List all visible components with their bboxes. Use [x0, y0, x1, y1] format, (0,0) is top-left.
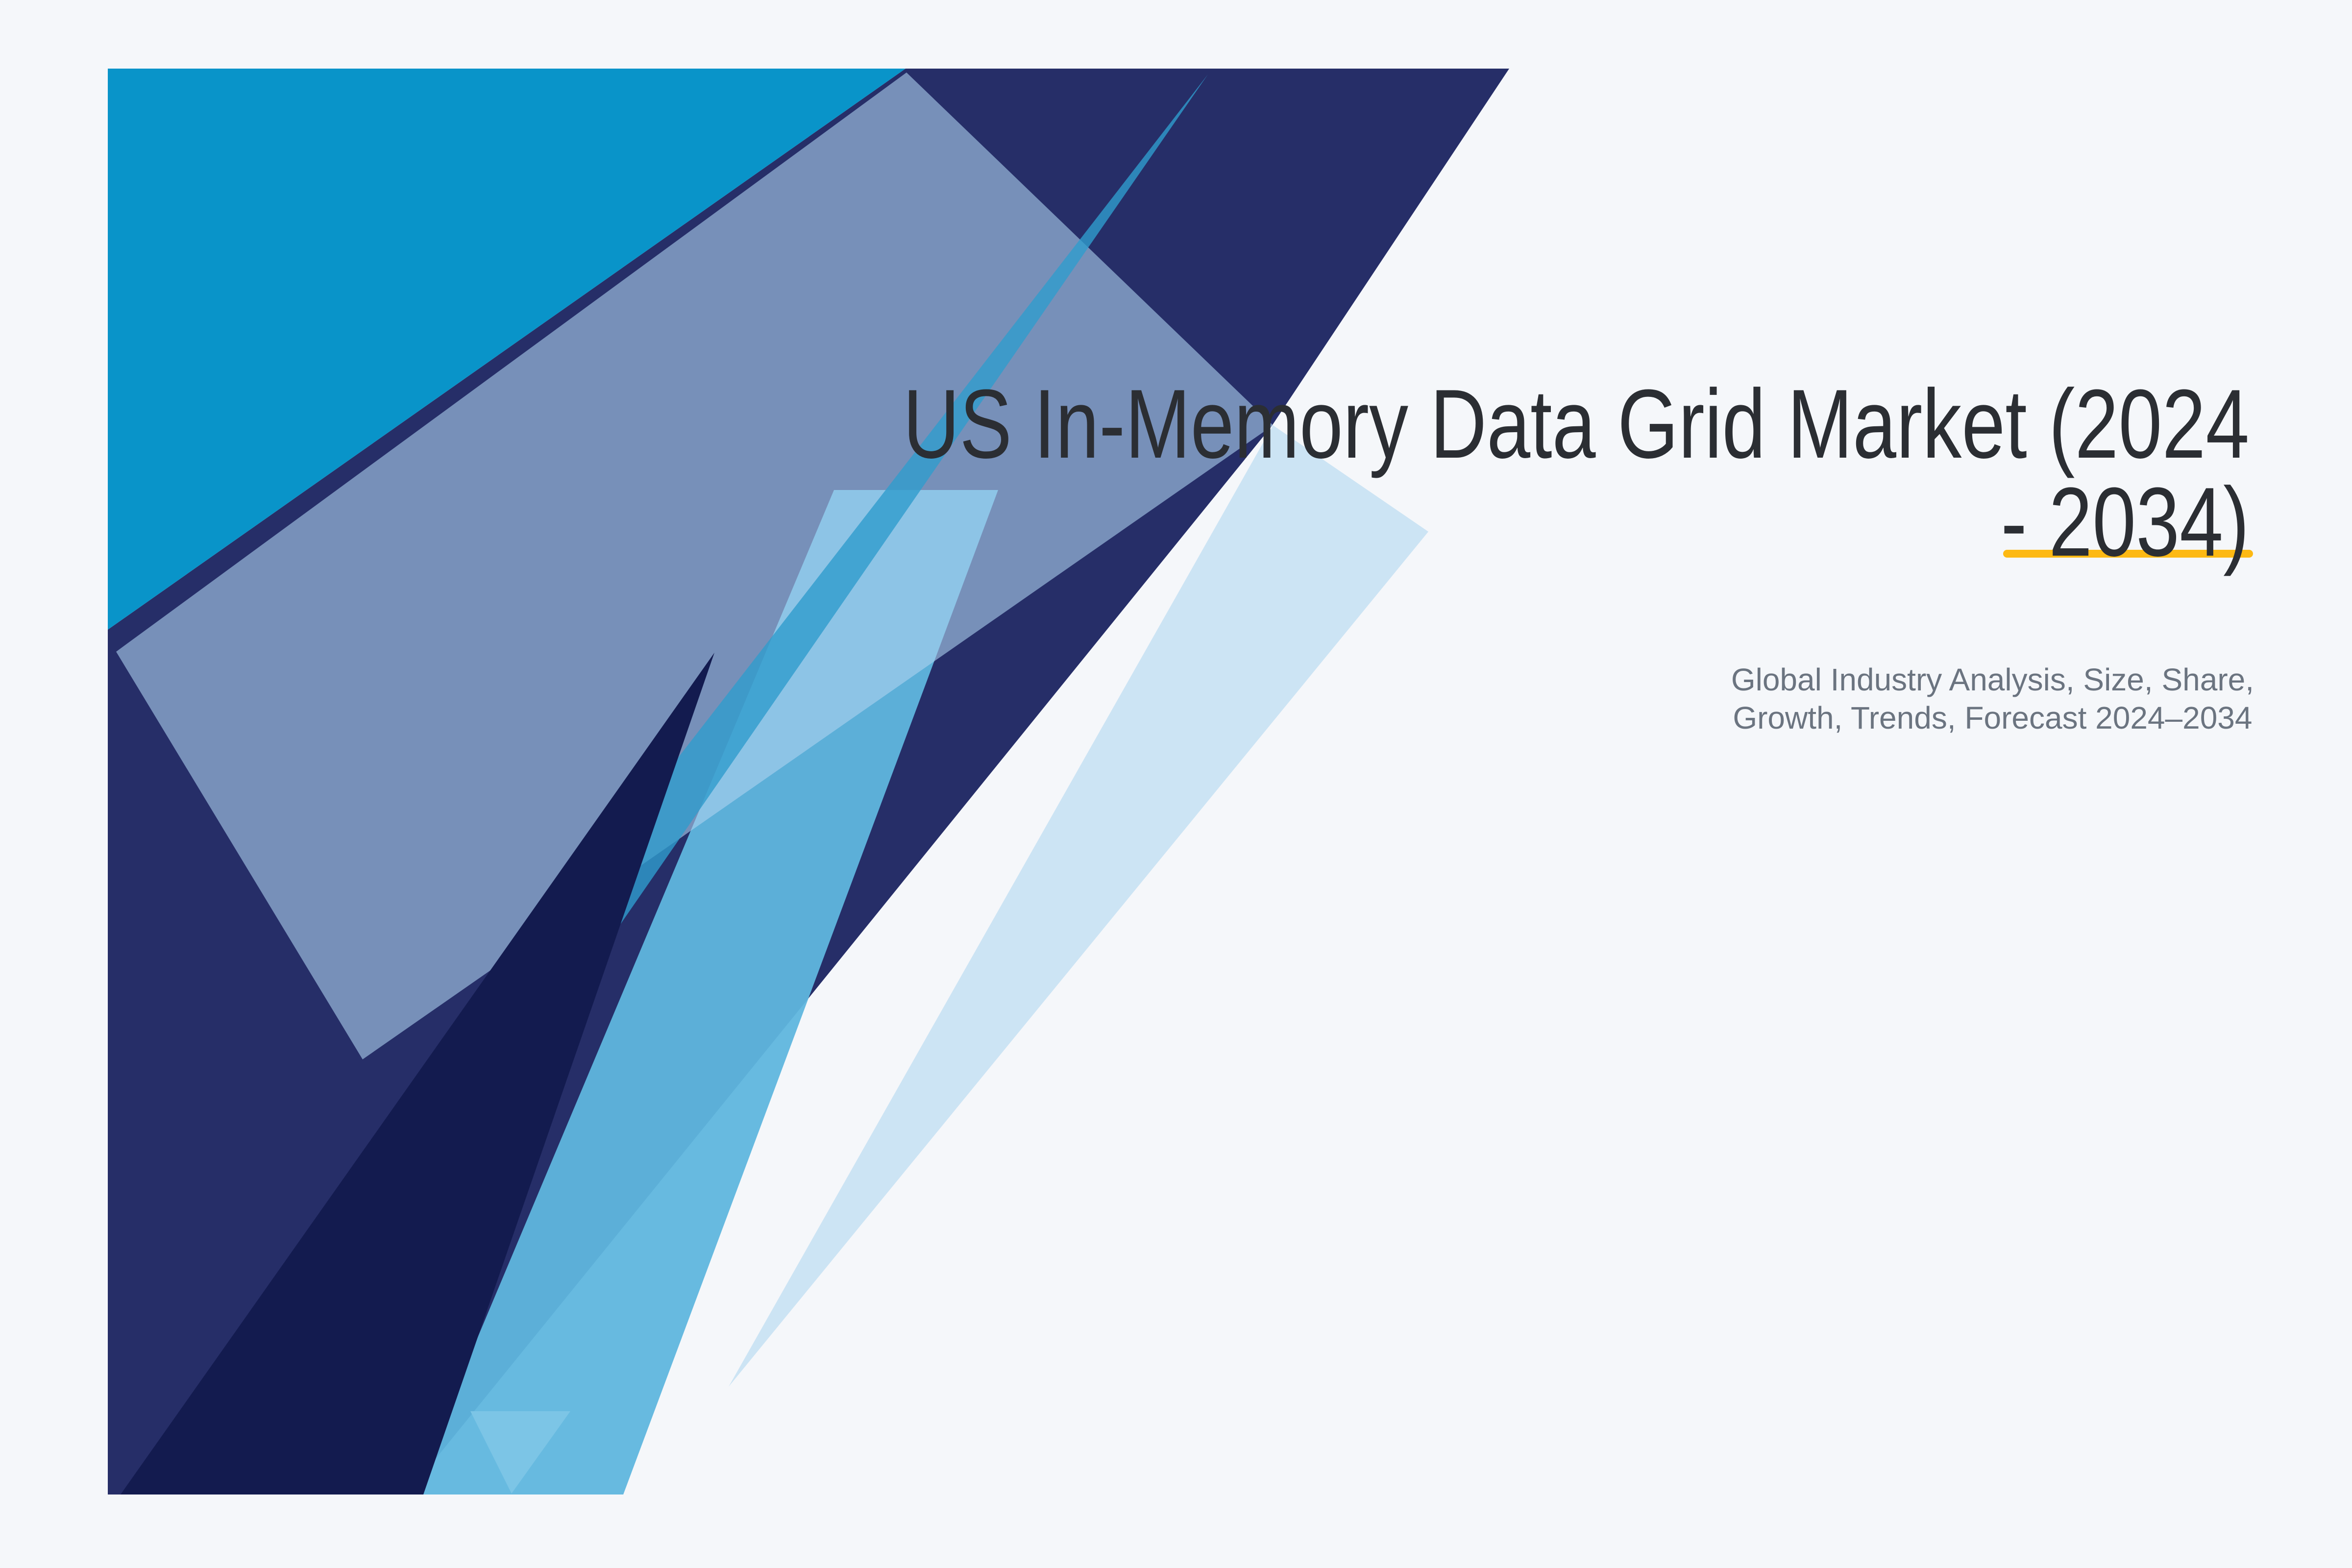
report-title-line-1: US In-Memory Data Grid Market (2024 — [903, 369, 2250, 479]
bright-blue-triangle-shape — [108, 69, 906, 630]
pale-blue-diamond-shape — [729, 425, 1428, 1387]
dark-navy-spike-shape — [121, 653, 714, 1494]
report-title: US In-Memory Data Grid Market (2024 - 20… — [903, 375, 2250, 571]
inner-sky-triangle-shape — [470, 1411, 570, 1494]
report-subtitle-line-2: Growth, Trends, Forecast 2024–2034 — [1733, 700, 2253, 735]
report-subtitle: Global Industry Analysis, Size, Share, G… — [1731, 661, 2254, 737]
sky-blue-wedge-shape — [412, 490, 998, 1494]
report-title-line-2: - 2034) — [2001, 467, 2249, 577]
title-accent-underline — [2003, 550, 2253, 558]
report-subtitle-line-1: Global Industry Analysis, Size, Share, — [1731, 662, 2254, 697]
steel-blue-overlay-shape — [116, 73, 1273, 1059]
